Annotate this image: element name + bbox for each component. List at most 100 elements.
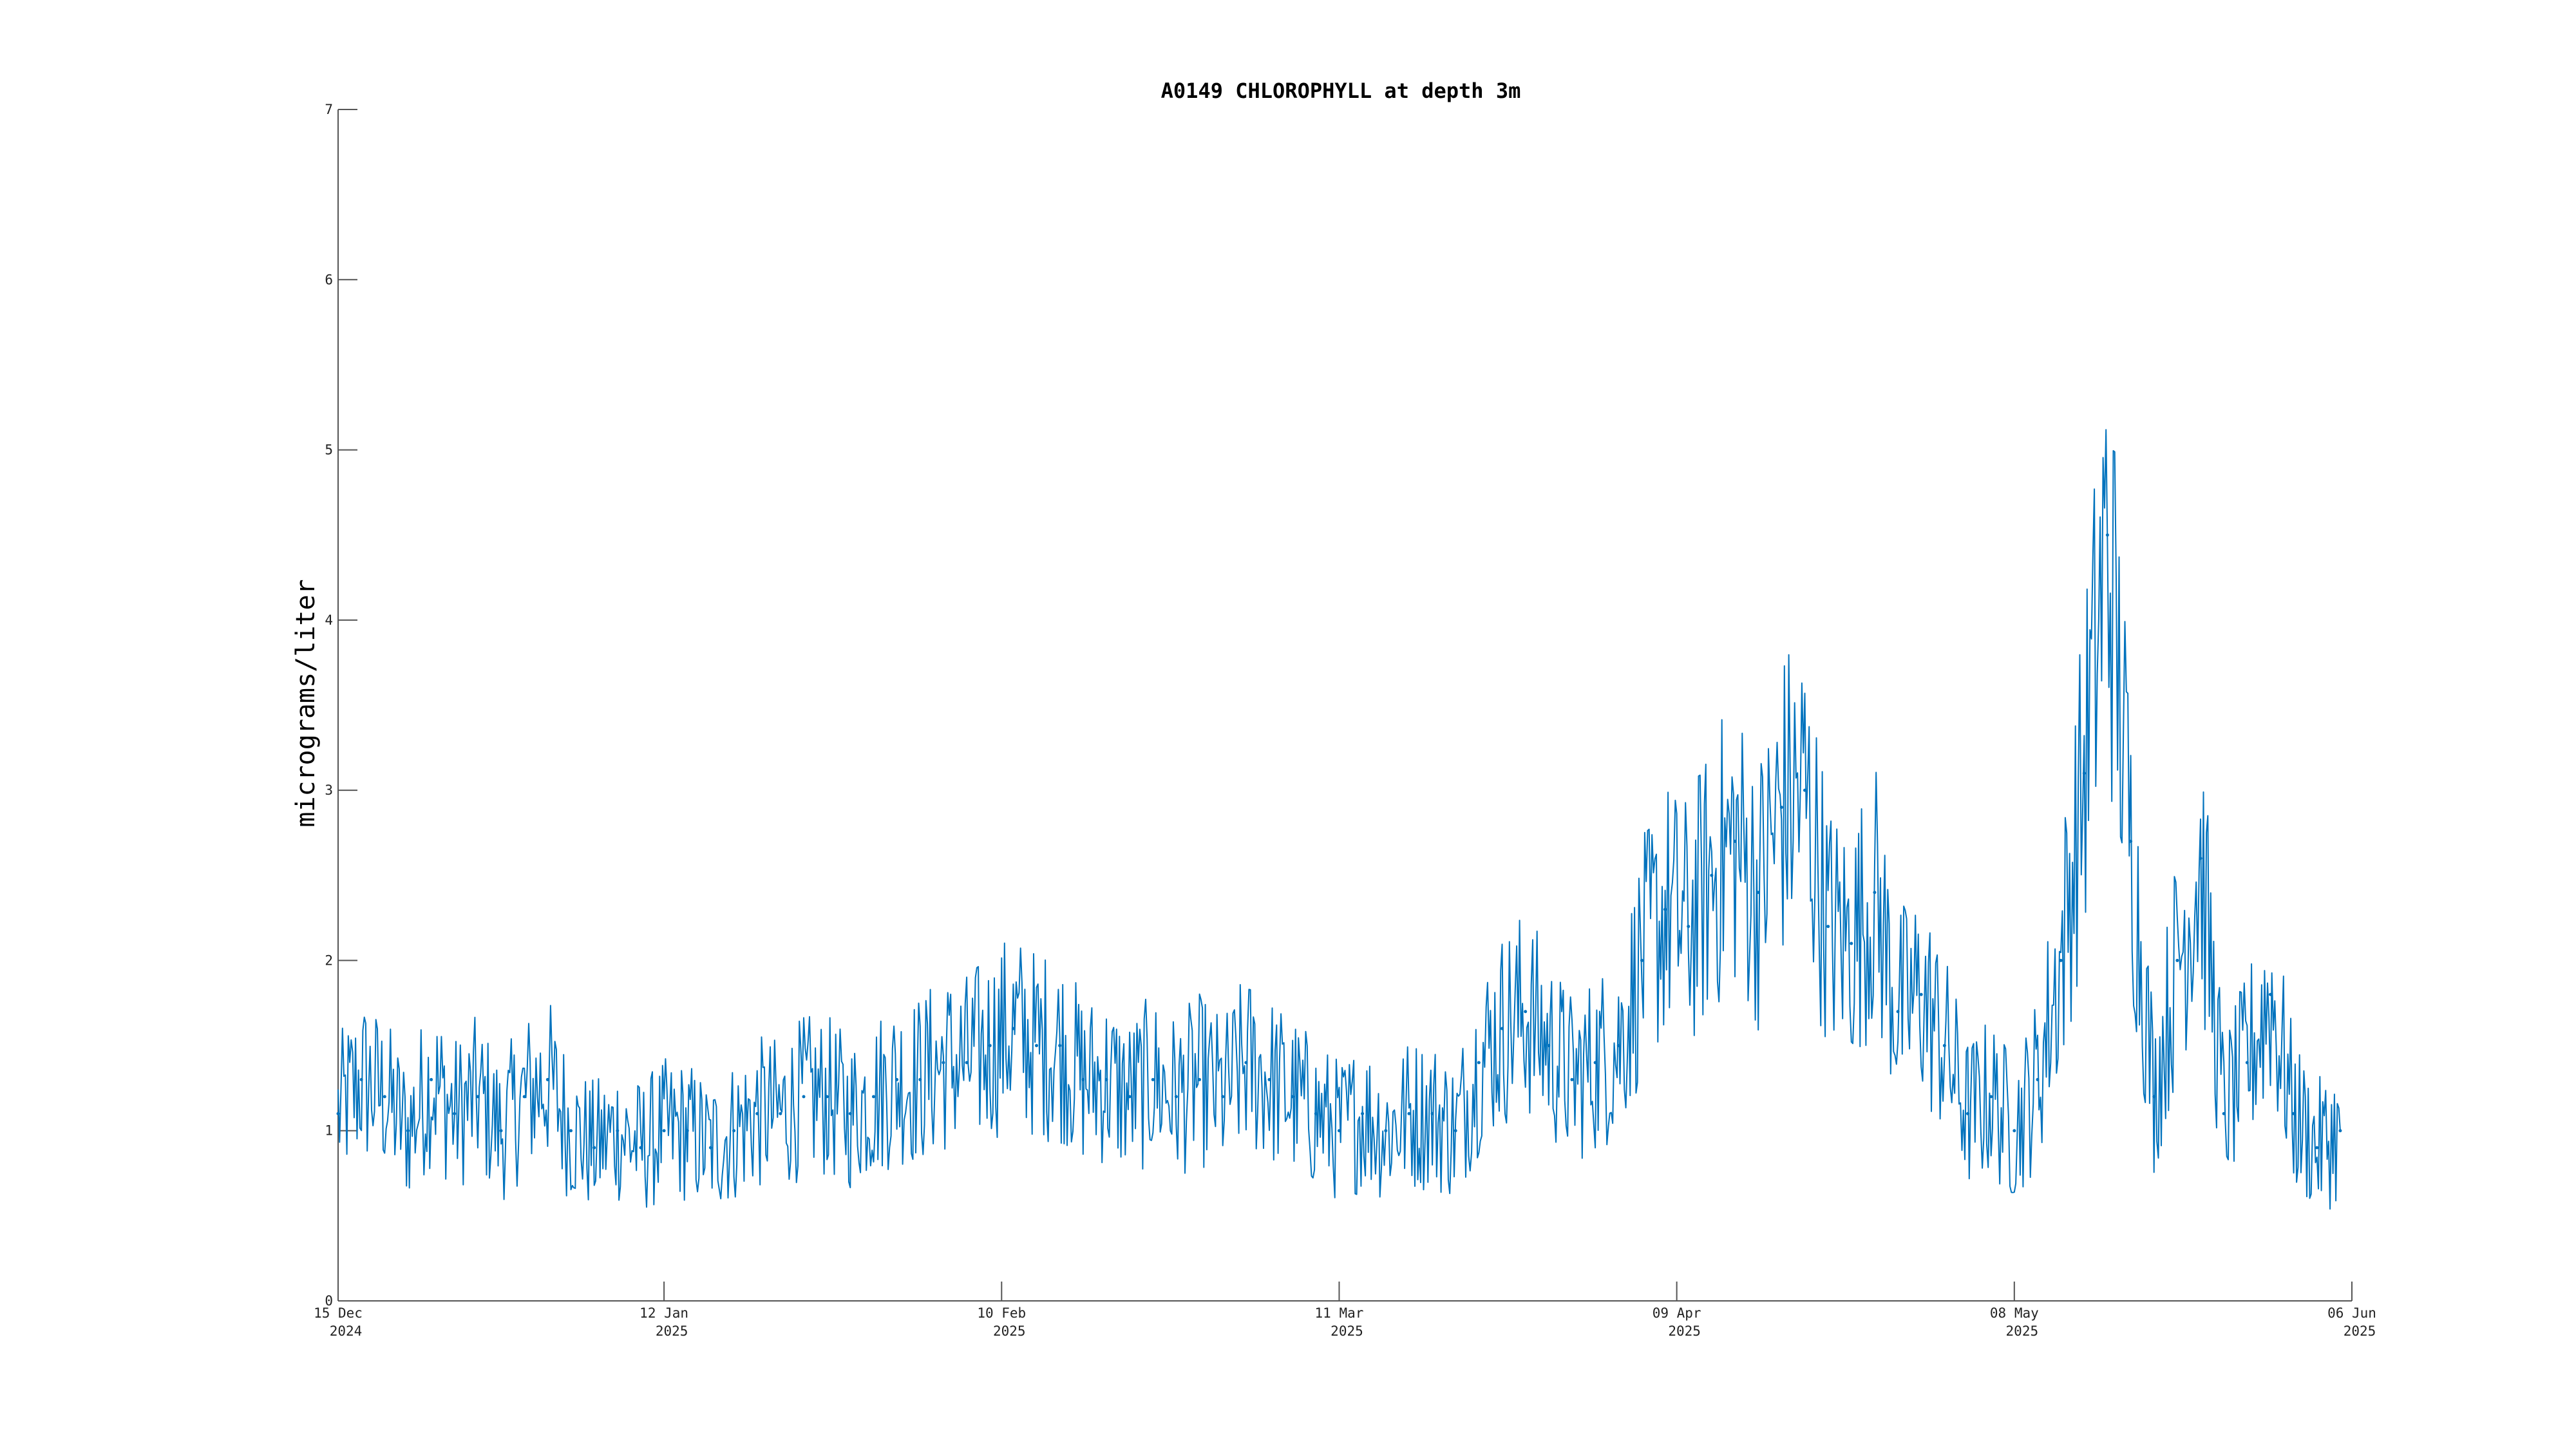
data-point: [732, 1129, 736, 1133]
data-point: [359, 1077, 363, 1081]
data-point: [1407, 1112, 1411, 1115]
data-point: [1687, 925, 1690, 929]
data-point: [1291, 1095, 1294, 1099]
data-point: [802, 1095, 806, 1099]
data-point: [453, 1112, 457, 1115]
data-point: [1151, 1077, 1155, 1081]
data-point: [2152, 1095, 2156, 1099]
data-point: [2012, 1129, 2016, 1133]
y-tick-label: 1: [325, 1123, 333, 1139]
data-point: [1873, 891, 1877, 895]
data-point: [2268, 992, 2272, 996]
y-tick-label: 5: [325, 442, 333, 458]
data-point: [2338, 1129, 2342, 1133]
x-tick-label-date: 08 May: [1990, 1305, 2039, 1321]
data-point: [2315, 1146, 2319, 1150]
data-point: [918, 1077, 922, 1081]
data-point: [1524, 1010, 1528, 1014]
data-point: [1430, 1112, 1434, 1115]
data-point: [592, 1146, 596, 1150]
data-point: [2245, 1061, 2249, 1065]
data-point: [2059, 958, 2063, 962]
data-point: [685, 1129, 689, 1133]
data-point: [1733, 839, 1737, 843]
data-point: [1244, 1061, 1248, 1065]
data-point: [1850, 942, 1853, 945]
data-point: [1756, 891, 1760, 895]
data-point: [1361, 1112, 1365, 1115]
data-point: [1919, 992, 1923, 996]
data-point: [569, 1129, 573, 1133]
y-tick-label: 2: [325, 952, 333, 968]
data-point: [779, 1112, 782, 1115]
y-axis-label: micrograms/liter: [291, 579, 321, 827]
data-point: [895, 1077, 899, 1081]
x-tick-label-date: 06 Jun: [2327, 1305, 2376, 1321]
data-point: [965, 1061, 969, 1065]
data-point: [2222, 1112, 2226, 1115]
data-point: [1337, 1129, 1341, 1133]
data-point: [1011, 1027, 1015, 1030]
data-point: [1640, 958, 1643, 962]
data-point: [1942, 1044, 1946, 1048]
series-group: [336, 429, 2342, 1210]
data-point: [1779, 806, 1783, 810]
x-tick-label-year: 2024: [330, 1323, 363, 1339]
data-point: [616, 1129, 620, 1133]
data-point: [1547, 1044, 1551, 1048]
data-point: [1593, 1061, 1597, 1065]
series-line: [337, 429, 2341, 1210]
x-tick-label-year: 2025: [2006, 1323, 2039, 1339]
data-point: [871, 1095, 875, 1099]
x-ticks: 15 Dec 2024 12 Jan 2025 10 Feb 2025 11 Mar 2025…: [314, 1282, 2376, 1339]
y-tick-label: 6: [325, 272, 333, 287]
data-point: [1081, 1077, 1085, 1081]
y-tick-label: 4: [325, 612, 333, 628]
data-point: [1966, 1112, 1970, 1115]
data-point: [1803, 788, 1806, 792]
data-point: [476, 1095, 480, 1099]
data-point: [499, 1129, 503, 1133]
data-point: [988, 1044, 992, 1048]
data-point: [1314, 1112, 1318, 1115]
data-point: [545, 1077, 549, 1081]
data-point: [1570, 1077, 1574, 1081]
x-tick-label-year: 2025: [656, 1323, 688, 1339]
x-tick-label-date: 12 Jan: [639, 1305, 688, 1321]
data-point: [406, 1129, 410, 1133]
data-point: [1663, 907, 1667, 911]
data-point: [522, 1095, 526, 1099]
y-tick-label: 7: [325, 102, 333, 117]
data-point: [1710, 873, 1714, 877]
chart-title: A0149 CHLOROPHYLL at depth 3m: [1161, 79, 1521, 103]
y-tick-label: 0: [325, 1293, 333, 1309]
data-point: [2105, 533, 2109, 537]
data-point: [1174, 1095, 1178, 1099]
data-point: [2199, 857, 2202, 860]
data-point: [430, 1077, 433, 1081]
data-point: [1501, 1027, 1504, 1030]
x-tick-label-date: 10 Feb: [977, 1305, 1026, 1321]
data-point: [336, 1112, 340, 1115]
y-ticks: 0 1 2 3 4 5 6 7: [325, 102, 357, 1309]
data-point: [639, 1146, 643, 1150]
x-tick-label-year: 2025: [1668, 1323, 1701, 1339]
data-point: [1826, 925, 1830, 929]
x-tick-label-year: 2025: [1331, 1323, 1363, 1339]
data-point: [1896, 1010, 1900, 1014]
data-point: [2175, 958, 2179, 962]
data-point: [1384, 1129, 1388, 1133]
data-point: [2292, 1112, 2296, 1115]
data-point: [848, 1112, 852, 1115]
x-tick-label-date: 15 Dec: [314, 1305, 363, 1321]
data-point: [1198, 1077, 1202, 1081]
data-point: [825, 1095, 829, 1099]
data-point: [1221, 1095, 1225, 1099]
data-point: [1989, 1095, 1993, 1099]
data-point: [2082, 772, 2086, 775]
data-point: [1104, 1077, 1108, 1081]
data-point: [2036, 1077, 2040, 1081]
data-point: [1267, 1077, 1271, 1081]
x-tick-label-date: 09 Apr: [1653, 1305, 1701, 1321]
